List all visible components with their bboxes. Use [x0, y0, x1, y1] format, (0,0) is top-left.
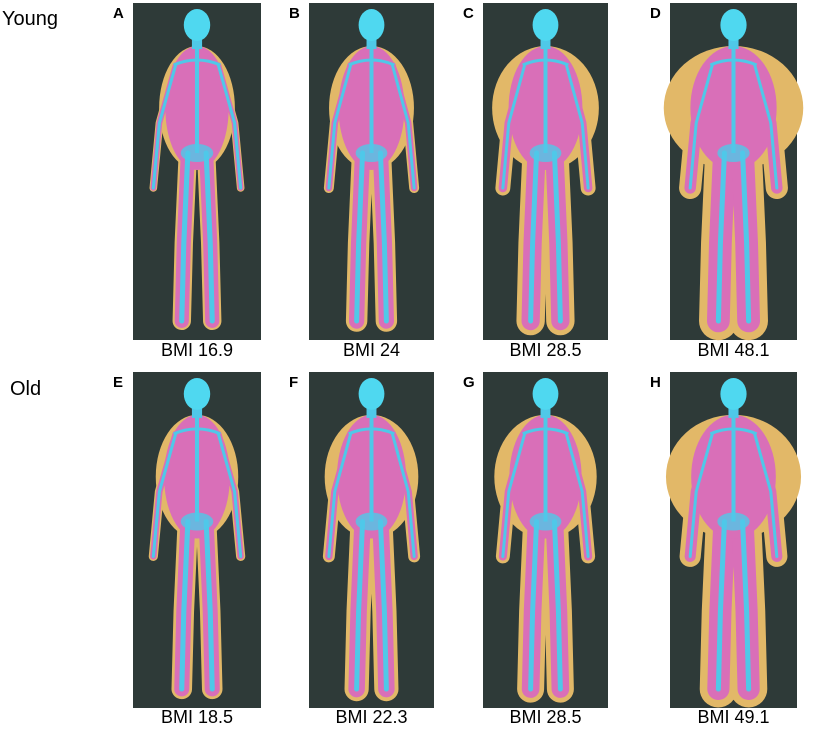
- panel-letter: A: [113, 5, 124, 22]
- head: [720, 9, 747, 41]
- limb: [715, 519, 727, 692]
- shoulders: [522, 58, 569, 67]
- spine: [369, 43, 374, 153]
- limb: [688, 432, 714, 558]
- limb: [753, 63, 779, 190]
- limb: [203, 519, 215, 692]
- body-scan: [323, 9, 420, 332]
- shoulders: [348, 427, 395, 436]
- limb: [551, 519, 563, 692]
- body-scan: [665, 377, 802, 708]
- panel-letter: E: [113, 374, 123, 391]
- limb: [179, 150, 191, 324]
- body-scan: [492, 9, 599, 336]
- spine: [194, 411, 200, 522]
- body-scan: [494, 377, 597, 703]
- head: [183, 9, 211, 41]
- limb: [179, 519, 191, 692]
- head: [358, 377, 385, 410]
- panel-letter: C: [463, 5, 474, 22]
- pelvis: [717, 512, 750, 531]
- limb: [151, 432, 178, 558]
- head: [720, 377, 747, 410]
- panel-letter: H: [650, 374, 661, 391]
- spine: [194, 43, 200, 153]
- panel-letter: B: [289, 5, 300, 22]
- panel-caption: BMI 28.5: [509, 340, 581, 360]
- neck: [540, 33, 551, 49]
- pelvis: [529, 144, 562, 162]
- panel-caption: BMI 28.5: [509, 707, 581, 727]
- row-label: Old: [10, 378, 41, 400]
- spine: [731, 43, 736, 153]
- limb: [740, 150, 752, 324]
- panel-letter: D: [650, 5, 661, 22]
- panel-caption: BMI 24: [343, 340, 400, 360]
- panel-letter: F: [289, 374, 298, 391]
- shoulders: [348, 58, 395, 67]
- shoulders: [173, 427, 221, 436]
- panel-caption: BMI 49.1: [697, 707, 769, 727]
- shoulders: [173, 58, 221, 67]
- body-scan: [663, 9, 804, 341]
- pelvis: [180, 144, 214, 162]
- limb: [753, 432, 779, 558]
- pelvis: [529, 512, 562, 531]
- head: [532, 377, 559, 410]
- panel-caption: BMI 48.1: [697, 340, 769, 360]
- pelvis: [355, 512, 388, 531]
- panel-caption: BMI 16.9: [161, 340, 233, 360]
- limb: [528, 150, 540, 324]
- limb: [203, 150, 215, 324]
- limb: [327, 63, 353, 190]
- panel-caption: BMI 18.5: [161, 707, 233, 727]
- row-label: Young: [2, 8, 58, 30]
- limb: [688, 63, 714, 190]
- pelvis: [355, 144, 388, 162]
- body-scan: [149, 9, 245, 331]
- head: [358, 9, 385, 41]
- limb: [740, 519, 752, 692]
- limb: [390, 432, 416, 558]
- limb: [564, 63, 590, 190]
- limb: [377, 150, 389, 324]
- head: [183, 377, 211, 410]
- limb: [501, 63, 527, 190]
- limb: [216, 63, 243, 190]
- limb: [354, 519, 366, 692]
- spine: [543, 411, 548, 522]
- neck: [191, 33, 203, 49]
- body-scan: [148, 377, 246, 700]
- limb: [377, 519, 389, 692]
- spine: [543, 43, 548, 153]
- shoulders: [522, 427, 569, 436]
- shoulders: [709, 58, 758, 67]
- limb: [151, 63, 178, 190]
- spine: [369, 411, 374, 522]
- limb: [354, 150, 366, 324]
- limb: [216, 432, 243, 558]
- limb: [390, 63, 416, 190]
- limb: [327, 432, 353, 558]
- limb: [528, 519, 540, 692]
- limb: [551, 150, 563, 324]
- pelvis: [717, 144, 750, 162]
- shoulders: [709, 427, 758, 436]
- limb: [564, 432, 590, 558]
- pelvis: [180, 512, 214, 531]
- panel-caption: BMI 22.3: [335, 707, 407, 727]
- neck: [366, 33, 377, 49]
- limb: [501, 432, 527, 558]
- spine: [731, 411, 736, 522]
- limb: [715, 150, 727, 324]
- body-scan: [322, 377, 421, 702]
- head: [532, 9, 559, 41]
- panel-letter: G: [463, 374, 475, 391]
